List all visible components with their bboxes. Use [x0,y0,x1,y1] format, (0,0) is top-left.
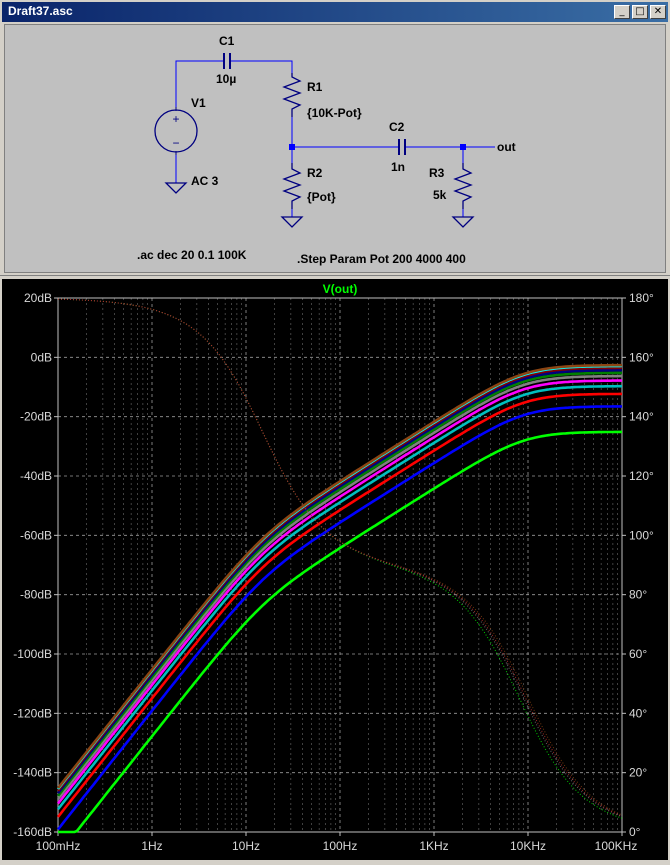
magnitude-trace [56,368,622,795]
x-tick-label: 10KHz [510,839,546,853]
bode-plot[interactable]: 20dB 0dB -20dB -40dB -60dB -80dB -100dB -120dB -… [2,279,668,860]
svg-text:−: − [172,136,179,150]
y-right-tick-label: 120° [629,469,654,483]
c2-value[interactable]: 1n [391,160,405,174]
y-left-tick-label: -20dB [20,410,52,424]
wires [175,60,495,217]
x-tick-label: 1KHz [419,839,448,853]
magnitude-trace [56,405,622,831]
y-left-tick-label: -140dB [13,766,52,780]
x-tick-label: 10Hz [232,839,260,853]
x-tick-label: 100KHz [595,839,638,853]
capacitor-c2-symbol[interactable] [398,139,406,155]
magnitude-trace [56,379,622,805]
magnitude-trace [56,392,622,818]
svg-text:+: + [172,112,179,126]
y-left-tick-label: 0dB [31,350,52,364]
c1-label[interactable]: C1 [219,34,235,48]
title-bar[interactable]: Draft37.asc _ □ ✕ [2,2,668,22]
x-tick-label: 100mHz [36,839,81,853]
net-label-out[interactable]: out [497,140,516,154]
r2-label[interactable]: R2 [307,166,323,180]
r3-label[interactable]: R3 [429,166,445,180]
maximize-button[interactable]: □ [632,5,648,19]
y-left-tick-label: -80dB [20,588,52,602]
r2-value[interactable]: {Pot} [307,190,336,204]
plot-background[interactable]: 20dB 0dB -20dB -40dB -60dB -80dB -100dB -120dB -… [2,279,668,860]
schematic-window: Draft37.asc _ □ ✕ [0,0,670,276]
r1-label[interactable]: R1 [307,80,323,94]
voltage-source-v1-symbol[interactable]: + − [154,107,198,155]
v1-label[interactable]: V1 [191,96,206,110]
magnitude-trace [56,363,622,789]
y-right-tick-label: 40° [629,706,647,720]
y-right-tick-label: 160° [629,350,654,364]
resistor-r3-symbol[interactable] [453,163,473,209]
y-left-tick-label: -160dB [13,825,52,839]
magnitude-trace [58,430,622,834]
y-right-tick-label: 60° [629,647,647,661]
ground-icon [164,182,475,228]
x-tick-label: 1Hz [141,839,162,853]
y-right-tick-label: 0° [629,825,641,839]
y-right-tick-label: 80° [629,588,647,602]
y-right-tick-label: 180° [629,291,654,305]
c2-label[interactable]: C2 [389,120,405,134]
y-left-tick-label: -40dB [20,469,52,483]
magnitude-trace [56,374,622,800]
capacitor-c1-symbol[interactable] [223,53,231,69]
resistor-r1-symbol[interactable] [282,73,302,117]
y-left-tick-label: 20dB [24,291,52,305]
v1-value[interactable]: AC 3 [191,174,219,188]
minimize-button[interactable]: _ [614,5,630,19]
close-button[interactable]: ✕ [650,5,666,19]
x-tick-label: 100Hz [323,839,358,853]
schematic-canvas[interactable]: + − C1 10µ R1 {10K-Pot} V1 AC 3 R2 [4,24,666,273]
magnitude-trace [56,384,622,811]
r1-value[interactable]: {10K-Pot} [307,106,362,120]
y-right-tick-label: 140° [629,410,654,424]
resistor-r2-symbol[interactable] [282,163,302,209]
trace-title: V(out) [323,282,358,296]
waveform-window: 20dB 0dB -20dB -40dB -60dB -80dB -100dB -120dB -… [0,277,670,862]
y-left-tick-label: -120dB [13,706,52,720]
y-right-tick-label: 100° [629,528,654,542]
junction-dot [289,144,295,150]
r3-value[interactable]: 5k [433,188,447,202]
schematic-drawing: + − C1 10µ R1 {10K-Pot} V1 AC 3 R2 [137,34,516,266]
junction-dot [460,144,466,150]
y-left-tick-label: -60dB [20,528,52,542]
magnitude-trace [56,371,622,797]
c1-value[interactable]: 10µ [216,72,236,86]
step-directive[interactable]: .Step Param Pot 200 4000 400 [297,252,466,266]
window-title: Draft37.asc [8,4,73,18]
phase-trace [57,298,623,817]
y-left-tick-label: -100dB [13,647,52,661]
ac-directive[interactable]: .ac dec 20 0.1 100K [137,248,247,262]
y-right-tick-label: 20° [629,766,647,780]
